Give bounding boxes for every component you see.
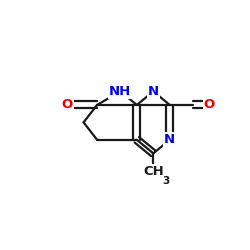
Text: O: O bbox=[204, 98, 215, 112]
Text: N: N bbox=[148, 85, 159, 98]
Text: 3: 3 bbox=[162, 176, 169, 186]
Text: N: N bbox=[164, 133, 175, 146]
Text: O: O bbox=[62, 98, 73, 112]
Text: NH: NH bbox=[109, 85, 132, 98]
Text: CH: CH bbox=[143, 165, 164, 178]
